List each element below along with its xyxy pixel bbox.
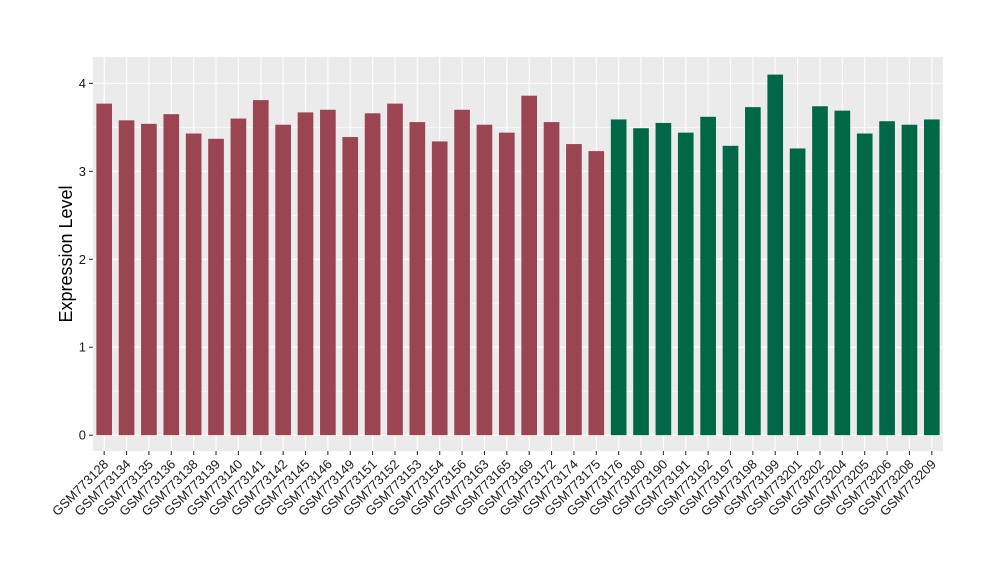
bar-GSM773180 — [633, 128, 649, 436]
y-tick-label: 3 — [79, 164, 86, 179]
bar-GSM773192 — [700, 116, 716, 436]
bar-GSM773151 — [364, 113, 381, 436]
bar-GSM773172 — [543, 122, 560, 436]
bar-GSM773191 — [677, 132, 694, 436]
bar-GSM773163 — [476, 124, 493, 436]
bar-GSM773169 — [521, 95, 538, 436]
bar-GSM773206 — [879, 121, 895, 436]
bar-GSM773205 — [856, 133, 873, 436]
bar-GSM773190 — [655, 122, 672, 436]
bar-GSM773139 — [208, 138, 224, 436]
bar-GSM773142 — [275, 124, 291, 436]
bars-group — [96, 74, 940, 436]
bar-GSM773201 — [789, 148, 806, 436]
y-tick-label: 0 — [79, 428, 86, 443]
bar-GSM773140 — [230, 118, 247, 436]
bar-GSM773156 — [454, 109, 470, 436]
y-tick-label: 1 — [79, 340, 86, 355]
bar-GSM773134 — [118, 120, 135, 436]
bar-GSM773152 — [387, 103, 403, 436]
x-axis: GSM773128GSM773134GSM773135GSM773136GSM7… — [49, 451, 939, 519]
bar-GSM773202 — [812, 106, 828, 436]
bar-GSM773149 — [342, 137, 359, 436]
bar-GSM773145 — [297, 112, 314, 436]
bar-GSM773136 — [163, 114, 180, 436]
y-axis-title: Expression Level — [56, 185, 76, 322]
bar-GSM773141 — [252, 100, 269, 436]
bar-GSM773135 — [141, 123, 157, 436]
bar-GSM773176 — [610, 119, 627, 436]
y-tick-label: 4 — [79, 76, 86, 91]
bar-GSM773138 — [185, 133, 202, 436]
bar-GSM773174 — [566, 144, 582, 436]
bar-GSM773198 — [745, 107, 761, 436]
y-tick-label: 2 — [79, 252, 86, 267]
bar-GSM773146 — [320, 109, 336, 436]
bar-GSM773209 — [923, 119, 940, 436]
bar-GSM773204 — [834, 110, 851, 436]
bar-GSM773197 — [722, 145, 739, 436]
bar-GSM773175 — [588, 151, 605, 436]
bar-GSM773153 — [409, 122, 426, 436]
y-axis: 0 1 2 3 4 — [79, 76, 93, 443]
bar-GSM773208 — [901, 124, 918, 436]
bar-GSM773154 — [431, 141, 448, 436]
bar-GSM773165 — [498, 132, 515, 436]
bar-GSM773128 — [96, 103, 113, 436]
bar-GSM773199 — [767, 74, 784, 436]
